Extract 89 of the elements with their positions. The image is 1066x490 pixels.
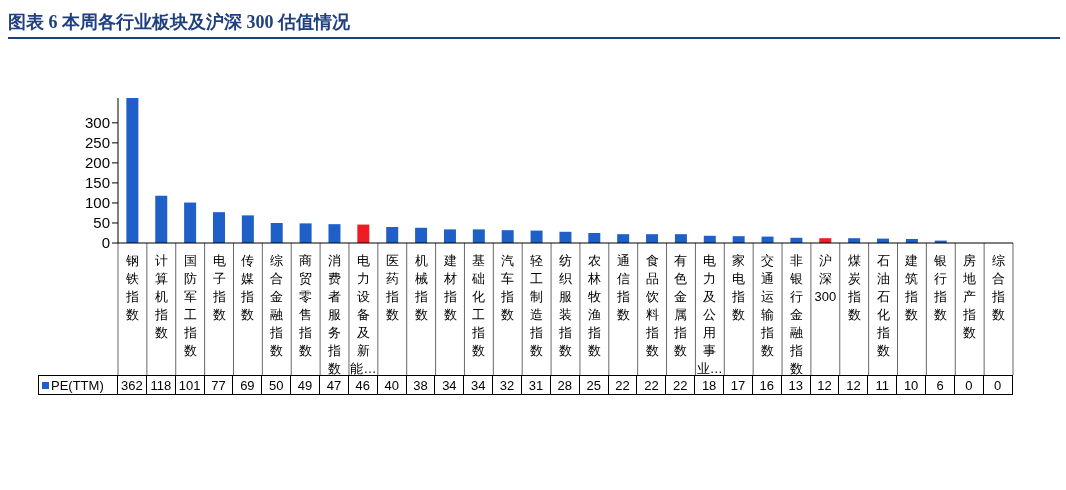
x-tick-label: 轻工制造指数 — [529, 253, 544, 358]
y-tick-label: 300 — [84, 114, 110, 132]
data-label: 16 — [752, 375, 782, 395]
x-tick-label: 医药指数 — [384, 253, 399, 322]
data-label: 22 — [608, 375, 638, 395]
x-tick-label: 交通运输指数 — [760, 253, 775, 358]
x-tick-label: 电子指数 — [211, 253, 226, 322]
data-label: 49 — [291, 375, 321, 395]
bar — [646, 234, 659, 243]
data-label: 11 — [868, 375, 898, 395]
data-label: 47 — [320, 375, 349, 395]
x-tick-label: 家电指数 — [731, 253, 746, 322]
x-tick-label: 消费者服务指数 — [327, 253, 342, 376]
data-label: 34 — [464, 375, 494, 395]
bar — [674, 234, 687, 243]
y-tick-label: 0 — [101, 234, 110, 252]
data-label: 6 — [926, 375, 955, 395]
data-label: 34 — [435, 375, 465, 395]
bar — [386, 226, 399, 243]
x-tick-label: 基础化工指数 — [471, 253, 486, 358]
bar — [588, 232, 601, 243]
bar — [241, 215, 254, 243]
bar — [501, 230, 514, 243]
data-label: 31 — [522, 375, 551, 395]
x-tick-label: 通信指数 — [615, 253, 630, 322]
x-tick-label: 国防军工指数 — [182, 253, 197, 358]
data-label: 38 — [406, 375, 436, 395]
bar — [299, 223, 312, 243]
x-tick-label: 计算机指数 — [153, 253, 168, 340]
x-tick-label: 沪深300 — [814, 253, 837, 304]
x-tick-label: 建材指数 — [442, 253, 457, 322]
data-label: 77 — [204, 375, 234, 395]
x-tick-label: 汽车指数 — [500, 253, 515, 322]
data-label: 101 — [175, 375, 205, 395]
x-tick-label: 机械指数 — [413, 253, 428, 322]
data-label: 69 — [233, 375, 263, 395]
x-tick-label: 有色金属指数 — [673, 253, 688, 358]
data-label: 17 — [724, 375, 753, 395]
x-tick-label: 煤炭指数 — [846, 253, 861, 322]
data-label: 12 — [810, 375, 840, 395]
data-label: 32 — [493, 375, 523, 395]
x-tick-label: 传媒指数 — [240, 253, 255, 322]
data-label: 46 — [348, 375, 378, 395]
bar — [357, 224, 370, 243]
data-label: 0 — [954, 375, 984, 395]
x-tick-label: 纺织服装指数 — [558, 253, 572, 358]
bar — [270, 222, 283, 243]
x-tick-label: 食品饮料指数 — [644, 253, 659, 358]
x-tick-label: 银行指数 — [933, 253, 948, 322]
legend-label: PE(TTM) — [51, 377, 104, 393]
bar — [212, 212, 225, 243]
y-tick-label: 100 — [84, 194, 110, 212]
x-tick-label: 商贸零售指数 — [298, 253, 313, 358]
data-label: 118 — [146, 375, 176, 395]
x-tick-label: 建筑指数 — [904, 253, 919, 322]
data-label: 25 — [579, 375, 609, 395]
data-label: 22 — [637, 375, 667, 395]
bar — [184, 202, 197, 243]
x-tick-label: 农林牧渔指数 — [586, 253, 601, 358]
data-label: 18 — [695, 375, 725, 395]
y-tick-label: 50 — [93, 214, 110, 232]
data-label: 12 — [839, 375, 869, 395]
y-tick-label: 150 — [84, 174, 110, 192]
data-label: 40 — [377, 375, 407, 395]
bar — [155, 195, 168, 243]
data-label: 22 — [666, 375, 696, 395]
bar — [443, 229, 456, 243]
x-tick-label: 电力设备及新能… — [350, 253, 377, 376]
x-tick-label: 钢铁指数 — [124, 253, 139, 322]
data-label: 50 — [262, 375, 292, 395]
x-tick-label: 综合金融指数 — [269, 253, 284, 358]
data-label: 28 — [550, 375, 580, 395]
data-label: 0 — [983, 375, 1013, 395]
data-label: 362 — [118, 375, 147, 395]
x-tick-label: 电力及公用事业… — [696, 253, 723, 376]
bar — [472, 229, 485, 243]
bar — [415, 227, 428, 243]
x-tick-label: 非银行金融指数 — [788, 253, 803, 376]
bar — [126, 98, 139, 243]
y-tick-label: 200 — [84, 154, 110, 172]
y-tick-label: 250 — [84, 134, 110, 152]
data-label: 13 — [781, 375, 811, 395]
x-tick-label: 综合指数 — [991, 253, 1006, 322]
data-label: 10 — [897, 375, 927, 395]
x-tick-label: 石油石化指数 — [875, 253, 890, 358]
bar — [328, 224, 341, 243]
chart-title: 图表 6 本周各行业板块及沪深 300 估值情况 — [8, 11, 350, 34]
x-tick-label: 房地产指数 — [962, 253, 977, 340]
bar — [617, 234, 630, 243]
